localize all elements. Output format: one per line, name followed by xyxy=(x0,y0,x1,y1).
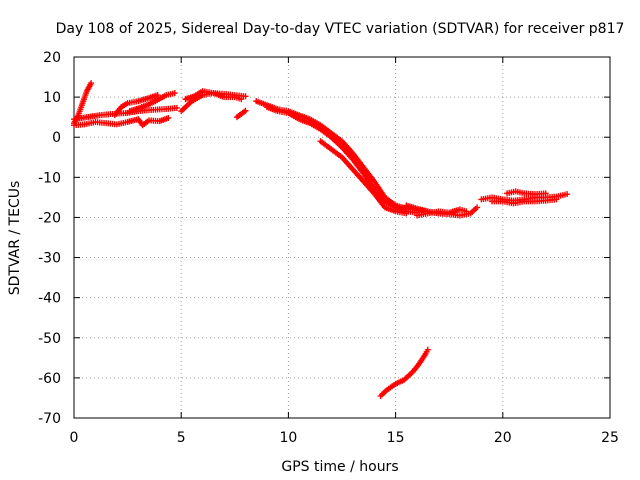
y-tick-label: -40 xyxy=(38,291,61,307)
x-axis-label: GPS time / hours xyxy=(281,459,398,475)
series-arc-outlier xyxy=(377,346,431,399)
y-tick-label: 0 xyxy=(52,130,61,146)
data-point xyxy=(542,190,549,197)
series-arc-small-dip xyxy=(233,107,249,121)
data-point xyxy=(463,208,470,215)
data-point xyxy=(154,92,161,99)
plot-frame xyxy=(73,56,611,419)
axis-ticks: 0 5 10 15 20 25 -70 -60 -50 -40 -30 -20 -10 0 10 20 xyxy=(38,50,619,446)
x-tick-label: 5 xyxy=(177,430,186,446)
data-point xyxy=(553,196,560,203)
data-point xyxy=(173,104,180,111)
chart-title: Day 108 of 2025, Sidereal Day-to-day VTE… xyxy=(56,21,625,37)
y-tick-label: -10 xyxy=(38,170,61,186)
data-point xyxy=(474,204,481,211)
data-point xyxy=(403,210,410,217)
series-arc-trough-2 xyxy=(414,206,470,219)
series-arc-decline-2 xyxy=(263,104,421,216)
y-tick-label: -50 xyxy=(38,331,61,347)
data-point xyxy=(424,346,431,353)
y-tick-label: -30 xyxy=(38,251,61,267)
data-point xyxy=(88,80,95,87)
series-arc-tail-3 xyxy=(504,188,549,198)
data-point xyxy=(238,96,245,103)
series-arc-low-band xyxy=(71,114,172,129)
y-tick-label: 20 xyxy=(43,50,61,66)
y-tick-label: -20 xyxy=(38,210,61,226)
x-tick-label: 10 xyxy=(279,430,297,446)
x-tick-label: 25 xyxy=(601,430,619,446)
grid-lines xyxy=(74,57,610,418)
x-tick-label: 15 xyxy=(387,430,405,446)
y-tick-label: -70 xyxy=(38,411,61,427)
series-arc-decline-3 xyxy=(317,138,410,217)
y-tick-label: -60 xyxy=(38,371,61,387)
series-arc-upper-band-2 xyxy=(126,90,178,115)
series-arc-peak-2 xyxy=(182,88,245,103)
y-tick-label: 10 xyxy=(43,90,61,106)
y-axis-label: SDTVAR / TECUs xyxy=(7,181,23,296)
series-arc-upper-band xyxy=(111,92,161,119)
data-point xyxy=(564,191,571,198)
data-point xyxy=(242,93,249,100)
data-point xyxy=(165,114,172,121)
data-points xyxy=(71,80,571,399)
series-arc-decline-1 xyxy=(253,98,442,217)
x-tick-label: 0 xyxy=(70,430,79,446)
x-tick-label: 20 xyxy=(494,430,512,446)
series-arc-tail-2 xyxy=(489,196,560,207)
data-point xyxy=(171,90,178,97)
data-point xyxy=(242,107,249,114)
